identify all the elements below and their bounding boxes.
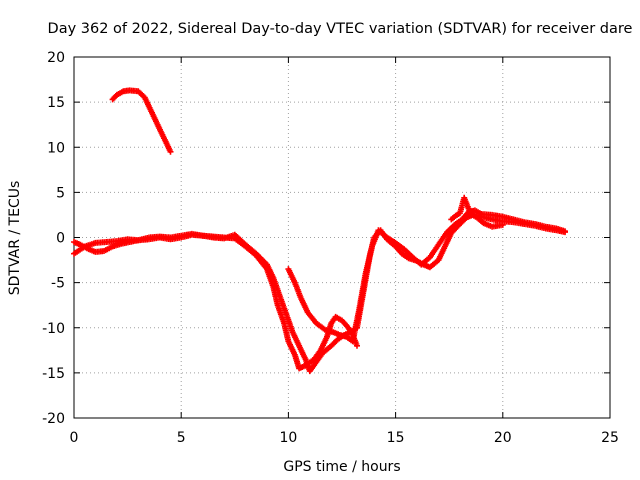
data-point bbox=[354, 342, 360, 349]
y-axis-label: SDTVAR / TECUs bbox=[7, 181, 23, 296]
y-tick-label: -15 bbox=[42, 366, 65, 382]
chart-title: Day 362 of 2022, Sidereal Day-to-day VTE… bbox=[48, 21, 633, 37]
y-tick-label: 20 bbox=[47, 50, 65, 66]
x-axis-label: GPS time / hours bbox=[283, 459, 400, 475]
data-point bbox=[499, 221, 506, 228]
data-point bbox=[562, 228, 568, 235]
y-tick-label: 15 bbox=[47, 95, 65, 111]
series-arc-d bbox=[448, 194, 506, 230]
data-point bbox=[167, 148, 174, 155]
y-tick-label: 10 bbox=[47, 140, 65, 156]
x-tick-label: 20 bbox=[494, 430, 512, 446]
x-tick-label: 5 bbox=[177, 430, 186, 446]
series-arc-b bbox=[71, 230, 360, 372]
y-tick-label: -20 bbox=[42, 411, 65, 427]
y-tick-label: -5 bbox=[51, 276, 65, 292]
x-tick-label: 25 bbox=[601, 430, 619, 446]
series-arc-c bbox=[285, 207, 568, 345]
y-tick-label: 0 bbox=[56, 231, 65, 247]
data-points bbox=[71, 87, 568, 375]
y-tick-label: 5 bbox=[56, 185, 65, 201]
x-tick-label: 15 bbox=[387, 430, 405, 446]
axis-ticks: 0 5 10 15 20 25 -20 -15 -10 -5 0 5 10 15 20 bbox=[42, 50, 619, 446]
series-arc-upper bbox=[109, 87, 174, 155]
grid bbox=[74, 57, 610, 418]
x-tick-label: 0 bbox=[70, 430, 79, 446]
x-tick-label: 10 bbox=[279, 430, 297, 446]
y-tick-label: -10 bbox=[42, 321, 65, 337]
